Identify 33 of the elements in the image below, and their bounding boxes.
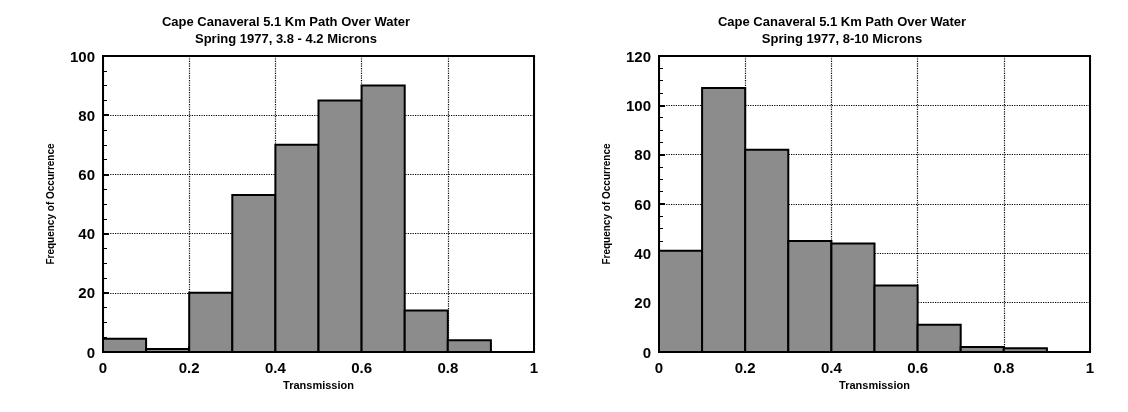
y-tick-label: 20 [634, 294, 651, 312]
y-tick-label: 60 [634, 195, 651, 213]
x-tick-label: 0.8 [437, 359, 459, 376]
y-axis-title: Frequency of Occurrence [600, 142, 612, 265]
x-tick-label: 0 [654, 359, 664, 376]
chart-title: Cape Canaveral 5.1 Km Path Over Water [717, 14, 967, 29]
x-tick-label: 0.4 [264, 359, 287, 376]
y-tick-label: 60 [78, 165, 95, 183]
y-tick-label: 80 [634, 146, 651, 164]
x-tick-label: 0.6 [351, 359, 373, 376]
y-tick-label: 100 [69, 47, 95, 65]
y-tick-label: 0 [86, 343, 95, 361]
x-tick-label: 1 [1085, 359, 1095, 376]
x-tick-label: 0.4 [820, 359, 843, 376]
chart-title: Cape Canaveral 5.1 Km Path Over Water [161, 14, 411, 29]
x-tick-label: 0 [98, 359, 108, 376]
y-tick-label: 80 [78, 106, 95, 124]
y-axis-title: Frequency of Occurrence [44, 142, 56, 265]
x-tick-label: 0.2 [178, 359, 200, 376]
y-tick-label: 120 [625, 47, 651, 65]
x-tick-label: 0.8 [993, 359, 1015, 376]
y-tick-label: 0 [642, 343, 651, 361]
x-tick-label: 0.2 [734, 359, 756, 376]
x-axis-title: Transmission [839, 379, 911, 392]
chart-subtitle: Spring 1977, 8-10 Microns [761, 31, 923, 46]
y-tick-label: 20 [78, 284, 95, 302]
x-tick-label: 0.6 [907, 359, 929, 376]
y-tick-label: 40 [634, 244, 651, 262]
y-tick-label: 40 [78, 225, 95, 243]
x-axis-title: Transmission [283, 379, 355, 392]
y-tick-label: 100 [625, 96, 651, 114]
x-tick-label: 1 [529, 359, 539, 376]
chart-subtitle: Spring 1977, 3.8 - 4.2 Microns [194, 31, 378, 46]
